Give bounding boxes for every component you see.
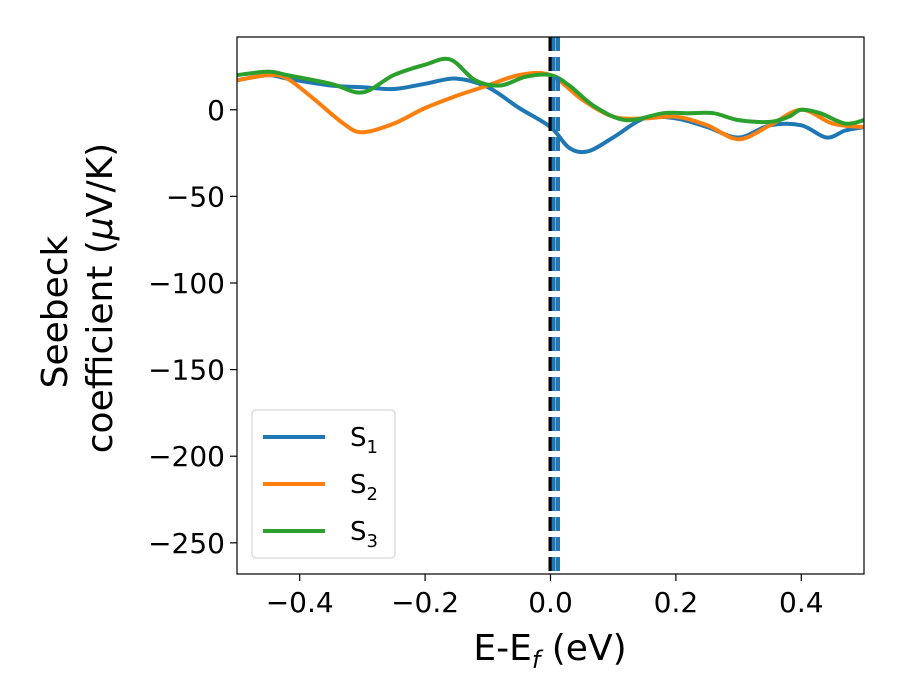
x-tick-label: 0.0: [528, 586, 573, 619]
series-layer: [237, 56, 864, 155]
y-tick-label: −150: [148, 354, 225, 387]
y-tick-label: −100: [148, 267, 225, 300]
y-tick-label: −250: [148, 527, 225, 560]
series-line-s2: [237, 70, 864, 142]
y-tick-label: −200: [148, 440, 225, 473]
series-line-s3: [237, 56, 864, 126]
x-tick-label: 0.4: [779, 586, 824, 619]
y-axis-label-line1: Seebeck: [35, 235, 76, 388]
y-axis-ticks: 0 −50 −100 −150 −200 −250: [148, 94, 237, 560]
x-tick-label: −0.4: [266, 586, 334, 619]
legend-label-s3: S3: [350, 517, 378, 552]
fermi-level-lines: [548, 37, 561, 574]
x-axis-ticks: −0.4 −0.2 0.0 0.2 0.4: [266, 574, 824, 619]
legend-label-s2: S2: [350, 470, 378, 505]
y-axis-label: Seebeck coefficient (μV/K): [35, 143, 121, 453]
x-tick-label: −0.2: [391, 586, 459, 619]
series-line-s1: [237, 73, 864, 155]
y-tick-label: −50: [166, 180, 225, 213]
y-tick-label: 0: [207, 94, 225, 127]
legend-label-s1: S1: [350, 423, 378, 458]
legend: S1 S2 S3: [251, 409, 396, 559]
x-tick-label: 0.2: [654, 586, 699, 619]
y-axis-label-line2: coefficient (μV/K): [80, 143, 121, 453]
x-axis-label: E-Ef (eV): [473, 628, 626, 674]
